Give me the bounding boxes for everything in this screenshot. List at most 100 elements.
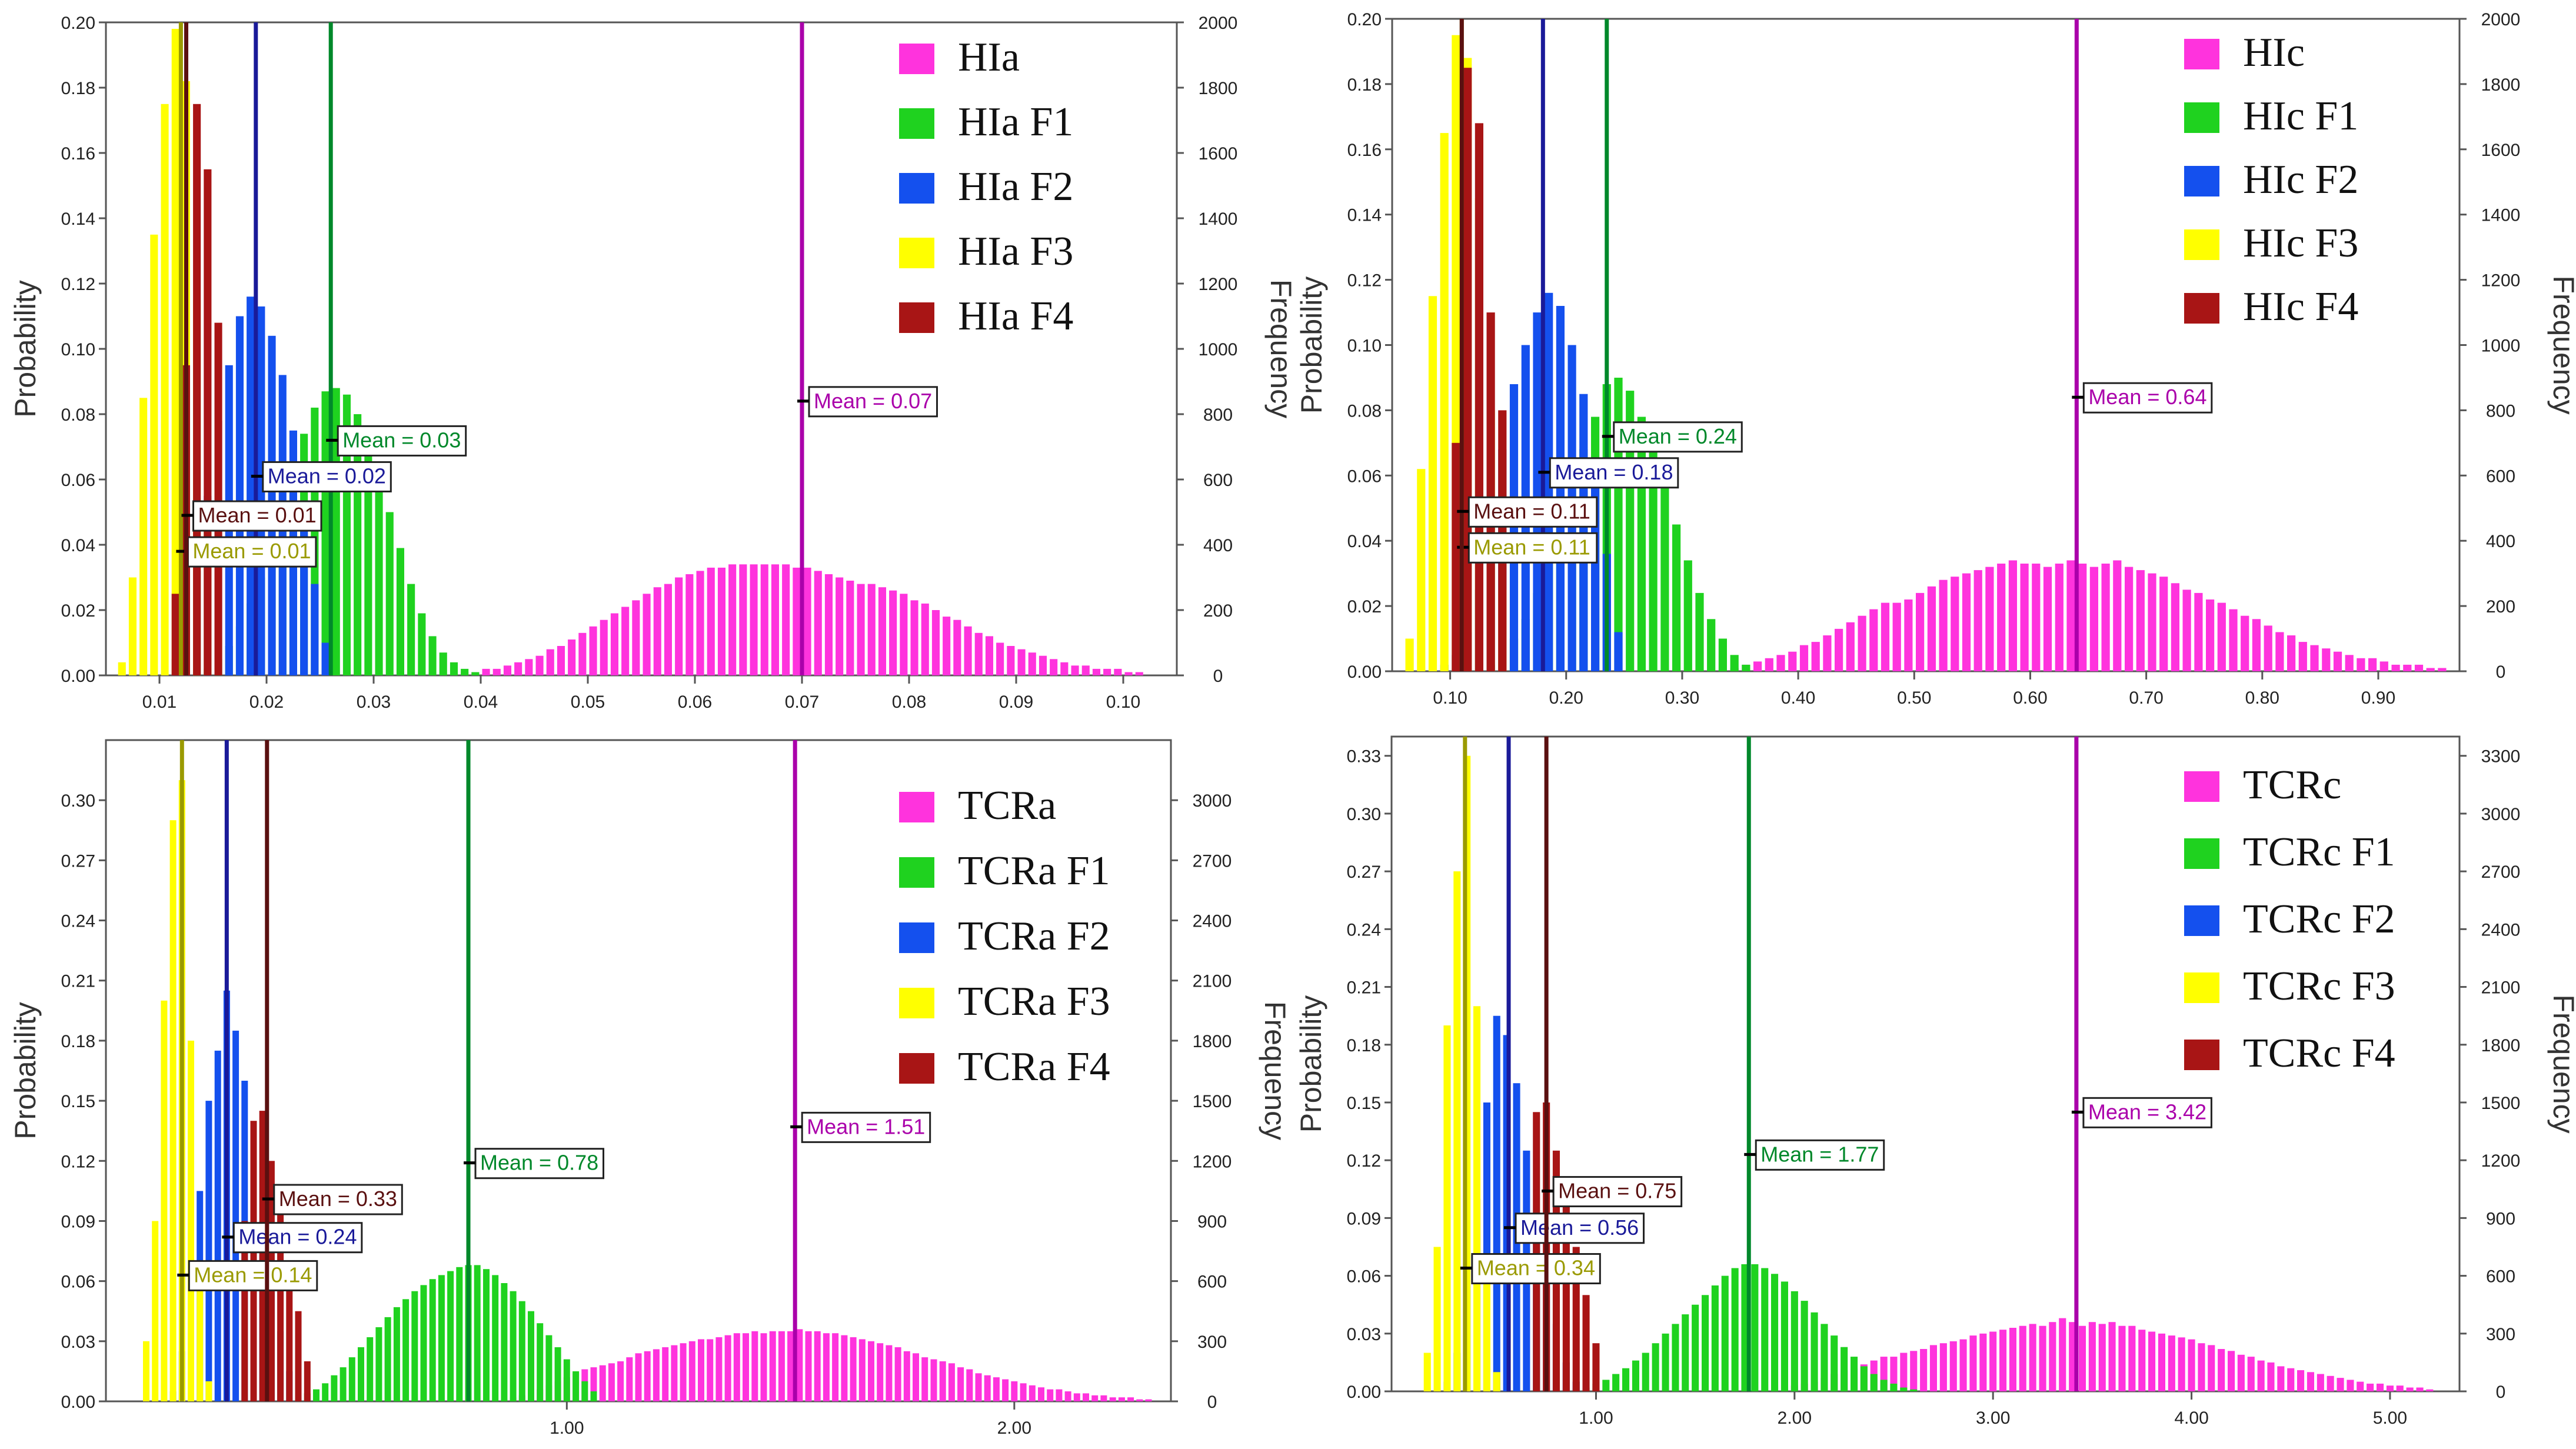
x-tick-label: 0.01 [142,692,177,712]
bar [921,603,929,675]
mean-label-box [1613,421,1743,453]
bar [814,571,822,675]
bar [750,564,758,675]
bar [1892,602,1901,671]
x-tick-label: 0.09 [999,692,1033,712]
bar [1904,599,1913,671]
x-tick-label: 0.07 [785,692,819,712]
bar [331,1375,338,1401]
bar [1405,638,1414,671]
bar [698,1339,704,1401]
bar [823,1333,830,1401]
y-tick-label: 0.18 [61,1032,95,1051]
legend: TCRc TCRc F1 TCRc F2 TCRc F3 TCRc F4 [2184,762,2395,1076]
y2-tick-label: 3300 [2481,747,2521,767]
bar [2377,1383,2384,1391]
chart-panel-hia: Mean = 0.07 Mean = 0.03 Mean = 0.02 Mean = … [9,14,1297,712]
bar [787,1331,794,1401]
bar [384,1317,391,1401]
bar [205,1381,212,1401]
bar [1100,1395,1107,1401]
bar [2066,560,2075,671]
bar [1870,1374,1878,1391]
bar [2317,1374,2324,1391]
bar [143,1341,149,1401]
bar [751,1331,758,1401]
y2-tick-label: 600 [2486,1267,2515,1287]
bar [2078,1325,2086,1391]
bar [814,1331,821,1401]
bar [1989,1331,1997,1391]
bar [1869,609,1878,671]
y-tick-label: 0.15 [1347,1094,1381,1113]
bar [348,1357,355,1401]
y-tick-label: 0.15 [61,1092,95,1111]
mean-label-box [801,1111,931,1143]
bar [2391,664,2400,671]
bar [2414,664,2424,671]
bar [832,1333,839,1401]
bar [743,1333,749,1401]
bar [2078,564,2087,671]
bar [2426,668,2435,671]
bar [685,574,694,675]
legend-swatch [2184,771,2219,802]
bar [1973,570,1982,671]
bar [1741,1264,1749,1391]
bar [964,626,972,676]
bar [778,1331,785,1401]
y-tick-label: 0.27 [61,851,95,871]
y-tick-label: 0.00 [61,1393,95,1412]
series-hia [461,564,1143,676]
bar [2009,1328,2016,1391]
bar [769,1331,776,1401]
x-tick-label: 0.60 [2013,688,2047,708]
legend-swatch [899,238,934,268]
bar [2206,599,2215,671]
x-tick-label: 0.50 [1897,688,1931,708]
bar [418,613,426,675]
y2-tick-label: 1600 [1199,144,1238,164]
legend-swatch [899,922,934,953]
y-tick-label: 0.10 [61,340,95,359]
bar [358,1347,364,1401]
bar [1949,1341,1957,1391]
legend-swatch [2184,1040,2219,1070]
bar [1118,1397,1125,1401]
y2-tick-label: 2400 [2481,920,2521,940]
bar [635,1353,642,1401]
y2-tick-label: 600 [2486,467,2515,486]
mean-label-box [192,500,322,532]
bar [974,632,983,675]
bar [1900,1353,1908,1391]
mean-label: Mean = 1.77 [1760,1142,1879,1166]
bar [1483,1256,1490,1391]
legend-swatch [2184,905,2219,936]
bar [193,104,201,676]
x-tick-label: 1.00 [1579,1408,1613,1428]
bar [1810,1312,1818,1391]
bar [2438,668,2447,671]
bar [846,581,854,675]
mean-label: Mean = 0.34 [1477,1255,1595,1280]
legend-swatch [2184,166,2219,196]
bar [1011,1381,1018,1401]
bar [2257,1360,2265,1391]
mean-label-box [187,536,317,568]
bar [2247,1357,2255,1391]
y-tick-label: 0.02 [61,601,95,621]
legend-label: HIa F4 [958,294,1073,339]
bar [375,472,383,675]
mean-label-box [262,461,392,492]
bar [2357,1381,2364,1391]
y-tick-label: 0.06 [61,471,95,490]
y-axis-label: Probability [9,280,42,417]
bar [1592,1343,1600,1391]
bar [1900,1387,1908,1391]
y2-tick-label: 2400 [1193,912,1232,931]
y2-tick-label: 400 [1203,536,1233,555]
bar [1890,1357,1898,1391]
y2-tick-label: 1400 [2481,206,2521,225]
bar [886,1345,893,1401]
x-tick-label: 0.02 [249,692,284,712]
